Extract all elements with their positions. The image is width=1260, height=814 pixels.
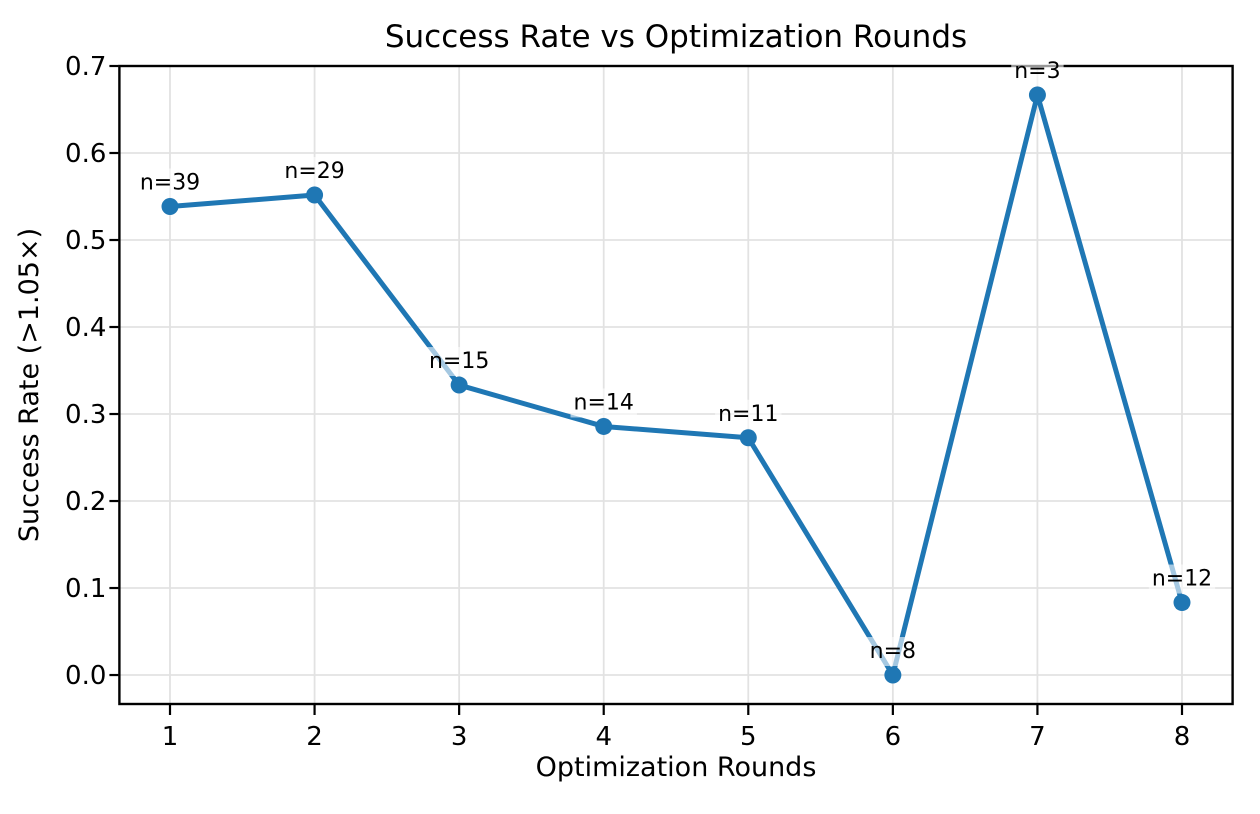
x-tick-label: 1 — [162, 722, 179, 752]
data-point-marker — [161, 198, 179, 216]
x-tick-label: 6 — [885, 722, 902, 752]
data-point-marker — [739, 429, 757, 447]
annotation-background — [1011, 56, 1064, 86]
y-tick-label: 0.7 — [65, 52, 106, 82]
series-line — [167, 92, 1185, 678]
annotation-background — [570, 388, 637, 418]
y-tick-label: 0.2 — [65, 487, 106, 517]
annotation-background — [1148, 564, 1216, 594]
point-annotation: n=15 — [429, 349, 489, 374]
point-annotation: n=14 — [574, 390, 634, 415]
x-tick-label: 8 — [1174, 722, 1191, 752]
y-tick-label: 0.1 — [65, 574, 106, 604]
annotation-background — [136, 168, 204, 198]
gridlines — [119, 65, 1233, 704]
chart-title: Success Rate vs Optimization Rounds — [385, 19, 967, 55]
data-point-marker — [1173, 594, 1191, 612]
x-tick-label: 5 — [740, 722, 757, 752]
data-series — [161, 86, 1191, 684]
axes: 1 2 3 4 5 6 7 8 0.0 0.1 0.2 0.3 0.4 0.5 0.6 0.7 — [65, 52, 1234, 752]
point-annotations: n=39 n=29 n=15 n=14 n=11 n=8 n=3 n=12 — [136, 56, 1216, 667]
annotation-background — [866, 637, 920, 667]
annotation-background — [425, 347, 493, 377]
data-point-marker — [595, 417, 613, 435]
y-tick-label: 0.0 — [65, 661, 106, 691]
x-tick-label: 3 — [451, 722, 468, 752]
data-point-marker — [884, 666, 902, 684]
data-point-marker — [1028, 86, 1046, 104]
plot-spines — [118, 64, 1234, 706]
y-tick-label: 0.5 — [65, 226, 106, 256]
y-tick-label: 0.6 — [65, 139, 106, 169]
data-point-marker — [306, 186, 324, 204]
point-annotation: n=11 — [718, 402, 778, 427]
data-point-marker — [450, 376, 468, 394]
point-annotation: n=12 — [1152, 567, 1212, 592]
x-tick-label: 2 — [306, 722, 323, 752]
annotation-background — [715, 399, 782, 429]
annotation-background — [281, 157, 348, 187]
point-annotation: n=8 — [870, 639, 916, 664]
x-tick-label: 4 — [595, 722, 612, 752]
x-tick-label: 7 — [1029, 722, 1046, 752]
point-annotation: n=39 — [140, 171, 200, 196]
point-annotation: n=3 — [1014, 59, 1060, 84]
y-tick-label: 0.4 — [65, 313, 106, 343]
y-tick-label: 0.3 — [65, 400, 106, 430]
y-axis-label: Success Rate (>1.05×) — [14, 228, 45, 542]
x-axis-label: Optimization Rounds — [536, 752, 817, 783]
point-annotation: n=29 — [284, 159, 344, 184]
